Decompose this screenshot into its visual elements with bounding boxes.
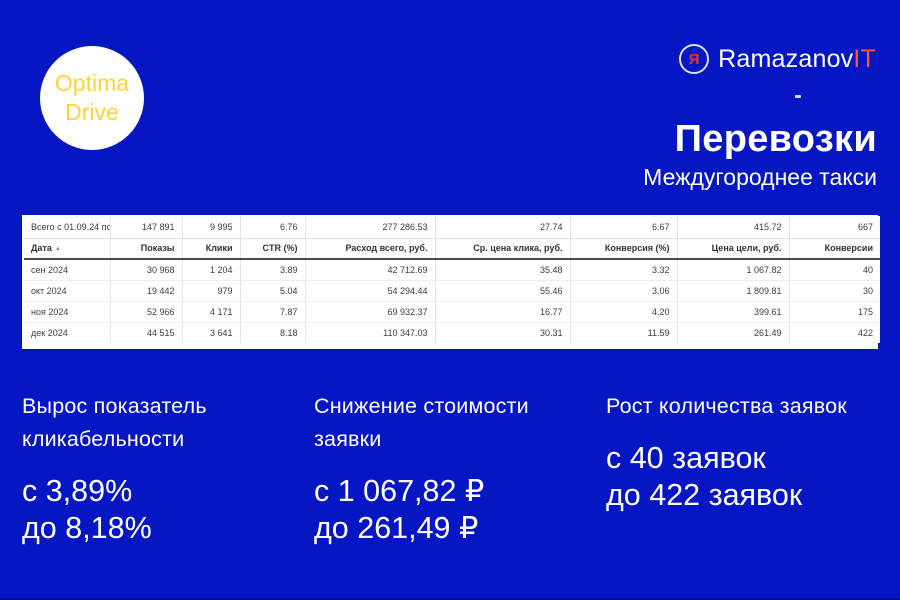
highlight-title: Вырос показатель кликабельности [22,394,207,451]
highlight-title: Рост количества заявок [606,394,847,418]
totals-cell: 6.76 [239,216,305,239]
page-subtitle: Междугороднее такси [643,164,877,190]
table-cell: 1 067.82 [676,259,789,281]
brand-circle: Optima Drive [40,46,144,150]
table-cell: 16.77 [434,301,570,323]
title-block: Перевозки Междугороднее такси [643,119,877,190]
table-cell: сен 2024 [24,259,110,281]
table-cell: 55.46 [434,280,570,302]
totals-cell: 415.72 [676,216,789,239]
table-row: сен 2024 30 968 1 204 3.89 42 712.69 35.… [24,259,880,281]
highlight-block-cost: Снижение стоимости заявки с 1 067,82 ₽ д… [314,390,606,547]
totals-cell: 277 286.53 [304,216,435,239]
table-cell: 8.18 [239,322,305,343]
column-header: Конверсия (%) [569,238,677,260]
totals-cell: 9 995 [181,216,240,239]
highlight-block-ctr: Вырос показатель кликабельности с 3,89% … [22,390,314,547]
highlight-title: Снижение стоимости заявки [314,394,529,451]
highlight-value-to: до 422 заявок [606,478,803,512]
table-cell: 30.31 [434,322,570,343]
highlight-values: с 3,89% до 8,18% [22,473,314,547]
table-cell: 399.61 [676,301,789,323]
table-cell: 4 171 [181,301,240,323]
table-cell: 5.04 [239,280,305,302]
logo-letter: Я [688,50,700,68]
highlight-value-from: с 40 заявок [606,441,766,475]
column-header-date: Дата ▲ [24,238,110,260]
logo: Я RamazanovIT [679,44,876,74]
highlight-value-from: с 1 067,82 ₽ [314,474,485,508]
logo-dash [795,95,801,98]
highlight-values: с 1 067,82 ₽ до 261,49 ₽ [314,473,606,547]
table-cell: дек 2024 [31,327,68,338]
column-header: Расход всего, руб. [304,238,435,260]
table-cell: окт 2024 [24,280,110,302]
table-row: ноя 2024 52 966 4 171 7.87 69 932.37 16.… [24,301,880,323]
table-cell: 40 [788,259,880,281]
table-cell: 422 [788,322,880,343]
page-title: Перевозки [674,118,877,160]
table-cell: 3 641 [181,322,240,343]
highlight-block-leads: Рост количества заявок с 40 заявок до 42… [606,390,878,547]
logo-suffix: IT [853,44,876,73]
table-cell: 3.89 [239,259,305,281]
table-header-row: Дата ▲ Показы Клики CTR (%) Расход всего,… [24,238,880,260]
table-cell: 44 515 [109,322,182,343]
totals-cell: 27.74 [434,216,570,239]
sort-arrow-icon: ▲ [54,246,61,253]
highlight-value-to: до 8,18% [22,511,152,545]
table-cell: 30 968 [109,259,182,281]
report-table: Всего с 01.09.24 по 31.12.24 147 891 9 9… [24,216,880,343]
table-row: дек 2024 44 515 3 641 8.18 110 347.03 30… [24,322,880,343]
table-cell: 261.49 [676,322,789,343]
highlight-value-from: с 3,89% [22,474,133,508]
table-cell: 7.87 [239,301,305,323]
table-cell: 35.48 [434,259,570,281]
logo-name: RamazanovIT [718,44,876,73]
table-cell: 3.32 [569,259,677,281]
table-cell: 1 204 [181,259,240,281]
table-cell: 110 347.03 [304,322,435,343]
totals-cell: 147 891 [109,216,182,239]
bottom-edge-line [0,598,900,600]
table-row: окт 2024 19 442 979 5.04 54 294.44 55.46… [24,280,880,302]
brand-circle-line2: Drive [65,99,119,125]
highlights: Вырос показатель кликабельности с 3,89% … [22,390,878,547]
table-cell: 42 712.69 [304,259,435,281]
table-cell: 54 294.44 [304,280,435,302]
table-cell: 979 [181,280,240,302]
brand-circle-line1: Optima [54,70,130,96]
column-header: Цена цели, руб. [676,238,789,260]
logo-ring-icon: Я [679,44,710,74]
table-cell: 1 809.81 [676,280,789,302]
table-cell: 175 [788,301,880,323]
column-header: Клики [181,238,240,260]
totals-cell: 667 [788,216,880,239]
totals-cell: 6.67 [569,216,677,239]
totals-label: Всего с 01.09.24 по 31.12.24 [24,216,110,239]
column-header: CTR (%) [239,238,305,260]
table-cell: 4.20 [569,301,677,323]
report-table-card: Всего с 01.09.24 по 31.12.24 147 891 9 9… [22,215,880,349]
column-header: Показы [109,238,182,260]
highlight-value-to: до 261,49 ₽ [314,511,479,545]
table-cell: 69 932.37 [304,301,435,323]
totals-row: Всего с 01.09.24 по 31.12.24 147 891 9 9… [24,216,880,239]
table-cell: 19 442 [109,280,182,302]
table-cell: 11.59 [569,322,677,343]
table-cell: 30 [788,280,880,302]
column-header: Ср. цена клика, руб. [434,238,570,260]
column-header: Конверсии [788,238,880,260]
highlight-values: с 40 заявок до 422 заявок [606,440,878,514]
table-cell: 3.06 [569,280,677,302]
table-cell: ноя 2024 [24,301,110,323]
table-cell: 52 966 [109,301,182,323]
